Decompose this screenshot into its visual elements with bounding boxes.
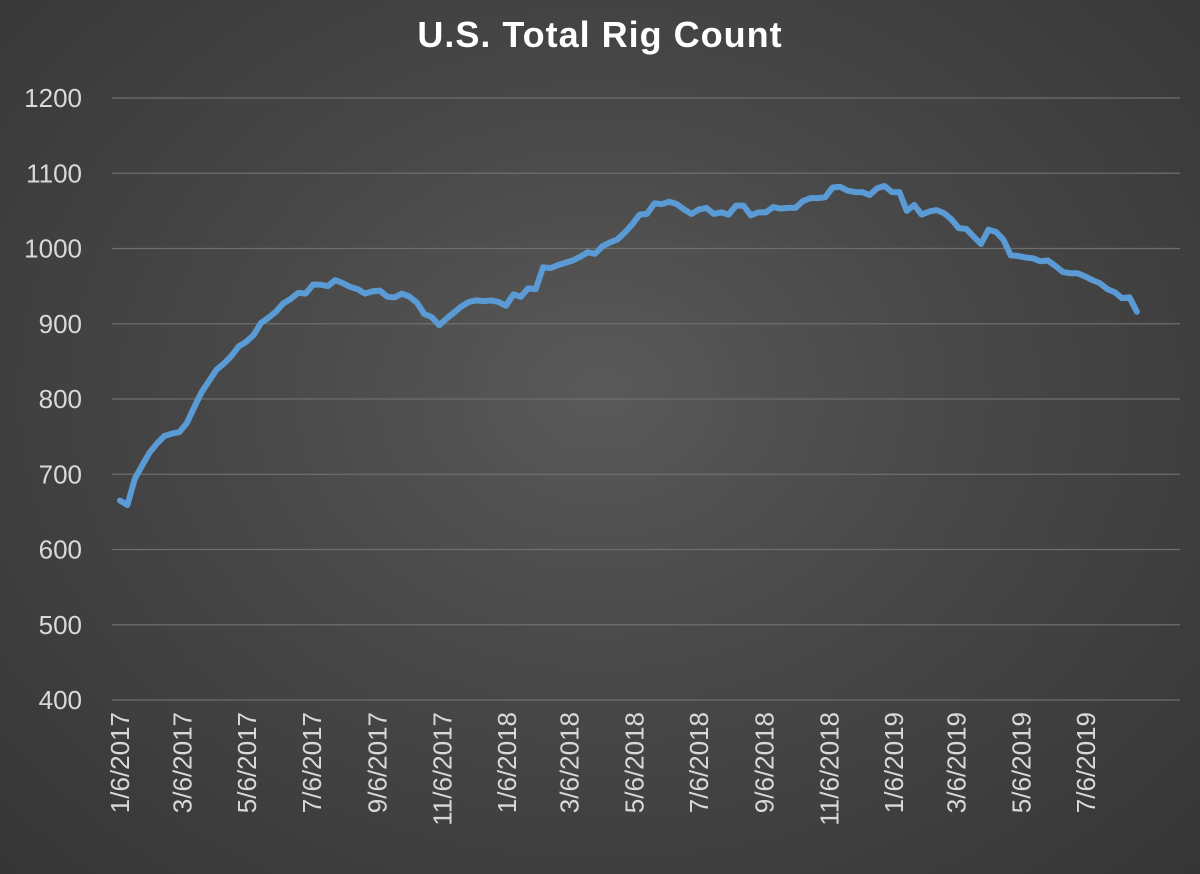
x-tick-label: 11/6/2017	[427, 712, 457, 826]
x-tick-label: 3/6/2018	[555, 712, 585, 813]
y-tick-label: 500	[39, 610, 82, 640]
y-tick-label: 800	[39, 384, 82, 414]
x-tick-label: 7/6/2019	[1071, 712, 1101, 813]
x-tick-label: 5/6/2019	[1006, 712, 1036, 813]
y-tick-label: 1100	[26, 158, 82, 188]
x-tick-label: 9/6/2018	[750, 712, 780, 813]
y-tick-label: 1000	[24, 234, 82, 264]
series-line	[117, 183, 1140, 509]
y-tick-label: 900	[39, 309, 82, 339]
y-tick-label: 400	[39, 685, 82, 715]
x-tick-label: 9/6/2017	[363, 712, 393, 813]
x-tick-label: 7/6/2017	[297, 712, 327, 813]
y-tick-label: 1200	[24, 83, 82, 113]
x-tick-label: 7/6/2018	[684, 712, 714, 813]
x-tick-label: 5/6/2018	[619, 712, 649, 813]
x-tick-label: 1/6/2018	[492, 712, 522, 813]
x-tick-label: 5/6/2017	[232, 712, 262, 813]
x-tick-label: 1/6/2017	[105, 712, 135, 813]
x-tick-label: 1/6/2019	[879, 712, 909, 813]
y-tick-label: 600	[39, 535, 82, 565]
x-tick-label: 11/6/2018	[814, 712, 844, 826]
chart-title: U.S. Total Rig Count	[417, 14, 783, 55]
x-tick-label: 3/6/2019	[942, 712, 972, 813]
x-tick-label: 3/6/2017	[168, 712, 198, 813]
y-tick-label: 700	[39, 459, 82, 489]
